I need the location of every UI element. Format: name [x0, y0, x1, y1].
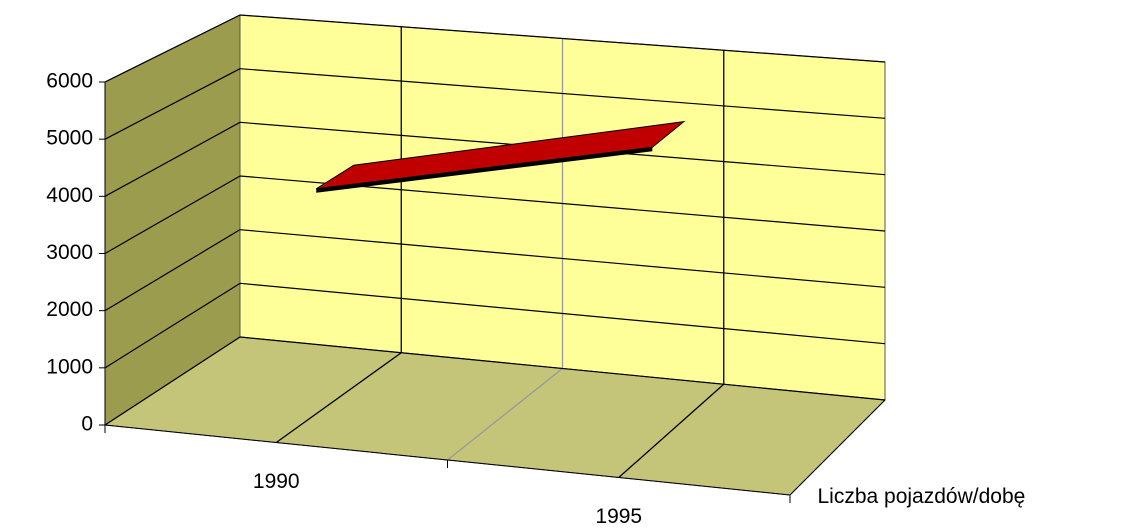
grid-line: [239, 68, 886, 119]
y-tick-label: 5000: [46, 127, 93, 150]
x-tick-label: 1995: [595, 505, 642, 528]
grid-line: [239, 229, 886, 288]
y-tick-label: 3000: [46, 241, 93, 264]
floor-divider: [447, 367, 563, 461]
grid-line: [104, 229, 241, 312]
y-tick-label: 2000: [46, 298, 93, 321]
y-tick-label: 4000: [46, 184, 93, 207]
depth-axis: [789, 399, 886, 496]
floor-divider: [275, 352, 402, 444]
y-tick-label: 1000: [46, 355, 93, 378]
floor-divider: [618, 383, 725, 478]
grid-line: [104, 175, 241, 255]
grid-line: [239, 282, 886, 345]
grid-line: [104, 68, 241, 140]
grid-line: [239, 14, 886, 63]
grid-line: [104, 336, 241, 426]
y-tick-label: 6000: [46, 70, 93, 93]
series-label: Liczba pojazdów/dobę: [818, 485, 1026, 508]
x-tick-label: 1990: [253, 470, 300, 493]
grid-line: [104, 121, 241, 197]
ribbon: [315, 120, 686, 190]
grid-line: [104, 282, 241, 369]
grid-line: [104, 14, 241, 83]
ribbon-edge: [316, 147, 653, 193]
y-tick-label: 0: [81, 413, 93, 436]
grid-line: [239, 336, 886, 401]
